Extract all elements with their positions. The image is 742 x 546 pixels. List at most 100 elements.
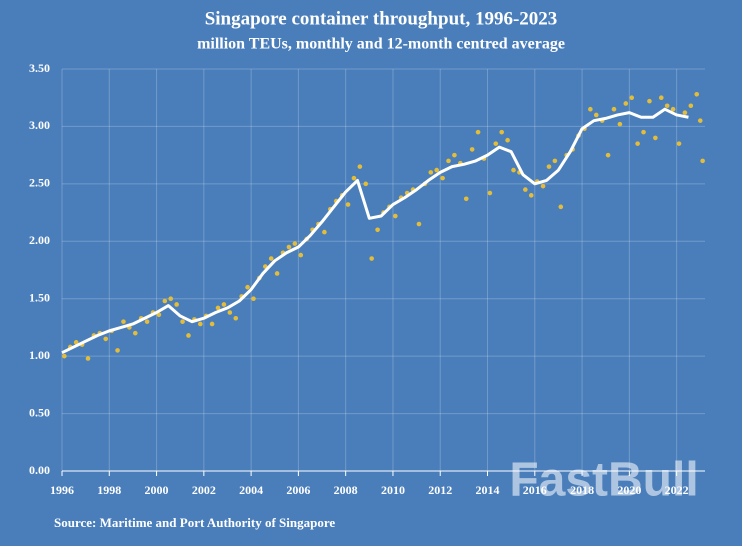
monthly-point: [511, 167, 516, 173]
monthly-point: [487, 190, 493, 196]
monthly-point: [345, 202, 351, 207]
monthly-point: [475, 129, 481, 135]
monthly-point: [605, 152, 611, 158]
monthly-point: [251, 296, 256, 302]
monthly-point: [452, 152, 457, 158]
x-tick-label: 1996: [50, 483, 74, 497]
monthly-point: [274, 271, 280, 276]
monthly-point: [351, 175, 357, 181]
monthly-point: [416, 221, 422, 227]
monthly-point: [375, 227, 380, 233]
monthly-point: [62, 353, 67, 359]
x-tick-label: 2014: [476, 483, 500, 497]
monthly-point: [552, 158, 558, 164]
monthly-point: [357, 164, 363, 169]
monthly-point: [623, 101, 629, 106]
monthly-point: [245, 284, 250, 290]
monthly-point: [162, 298, 168, 304]
x-tick-label: 2016: [523, 483, 547, 497]
monthly-point: [369, 256, 374, 261]
monthly-point: [682, 110, 688, 115]
monthly-point: [611, 106, 617, 112]
monthly-point: [440, 175, 445, 181]
y-tick-label: 0.50: [29, 405, 50, 419]
monthly-point: [446, 158, 451, 164]
monthly-point: [298, 252, 304, 258]
monthly-point: [144, 319, 150, 324]
monthly-point: [688, 103, 694, 109]
x-tick-label: 2012: [428, 483, 452, 497]
monthly-point: [588, 106, 593, 112]
monthly-point: [469, 147, 475, 152]
x-tick-label: 2000: [145, 483, 169, 497]
monthly-point: [156, 312, 162, 318]
monthly-point: [115, 348, 120, 353]
average-line: [61, 107, 689, 355]
monthly-point: [523, 187, 528, 192]
monthly-point: [233, 315, 239, 321]
y-tick-label: 3.00: [29, 118, 50, 132]
monthly-point: [658, 95, 664, 101]
monthly-point: [700, 158, 705, 164]
monthly-point: [132, 330, 138, 336]
monthly-point: [593, 112, 599, 118]
monthly-point: [694, 91, 700, 97]
x-tick-label: 2002: [192, 483, 216, 497]
plot-area: 0.00 0.50 1.00 1.50 2.00 2.50 3.00 3.50 1996 1998…: [29, 61, 705, 497]
monthly-point: [641, 129, 646, 135]
monthly-point: [546, 164, 552, 169]
monthly-point: [322, 229, 327, 235]
y-tick-label: 2.50: [29, 176, 50, 190]
monthly-point: [540, 183, 546, 189]
monthly-point: [73, 340, 79, 345]
monthly-point: [85, 356, 91, 361]
monthly-point: [676, 141, 682, 146]
monthly-point: [617, 121, 623, 127]
monthly-point: [558, 204, 564, 210]
monthly-point: [215, 305, 221, 311]
source: Source: Maritime and Port Authority of S…: [54, 515, 335, 530]
x-tick-label: 1998: [97, 483, 121, 497]
monthly-point: [647, 98, 652, 104]
monthly-point: [286, 244, 292, 250]
monthly-point: [186, 333, 191, 338]
chart-title: Singapore container throughput, 1996-202…: [205, 8, 558, 29]
monthly-point: [268, 256, 274, 261]
monthly-point: [292, 241, 298, 246]
watermark: FastBull: [509, 454, 698, 507]
monthly-point: [168, 296, 174, 302]
x-tick-label: 2018: [570, 483, 594, 497]
chart-subtitle: million TEUs, monthly and 12-month centr…: [197, 36, 565, 53]
monthly-point: [493, 141, 499, 146]
y-tick-label: 1.50: [29, 290, 50, 304]
x-tick-label: 2010: [381, 483, 405, 497]
x-tick-label: 2008: [334, 483, 358, 497]
monthly-point: [227, 310, 233, 315]
monthly-point: [629, 95, 635, 101]
y-tick-label: 0.00: [29, 463, 50, 477]
monthly-point: [103, 336, 109, 342]
monthly-point: [180, 319, 185, 324]
monthly-point: [221, 302, 227, 307]
monthly-point: [174, 302, 179, 307]
monthly-point: [670, 106, 676, 112]
monthly-point: [197, 321, 203, 327]
x-tick-label: 2022: [665, 483, 689, 497]
monthly-point: [121, 319, 126, 324]
x-tick-label: 2020: [617, 483, 641, 497]
monthly-point: [363, 181, 369, 187]
y-tick-label: 3.50: [29, 61, 50, 75]
monthly-point: [209, 321, 215, 327]
monthly-point: [653, 135, 658, 141]
y-tick-label: 2.00: [29, 233, 50, 247]
x-tick-label: 2006: [286, 483, 310, 497]
monthly-point: [434, 167, 439, 173]
x-tick-label: 2004: [239, 483, 263, 497]
monthly-point: [664, 103, 670, 109]
monthly-point: [428, 170, 434, 175]
monthly-point: [499, 129, 504, 135]
monthly-point: [393, 213, 398, 219]
monthly-point: [697, 118, 703, 123]
